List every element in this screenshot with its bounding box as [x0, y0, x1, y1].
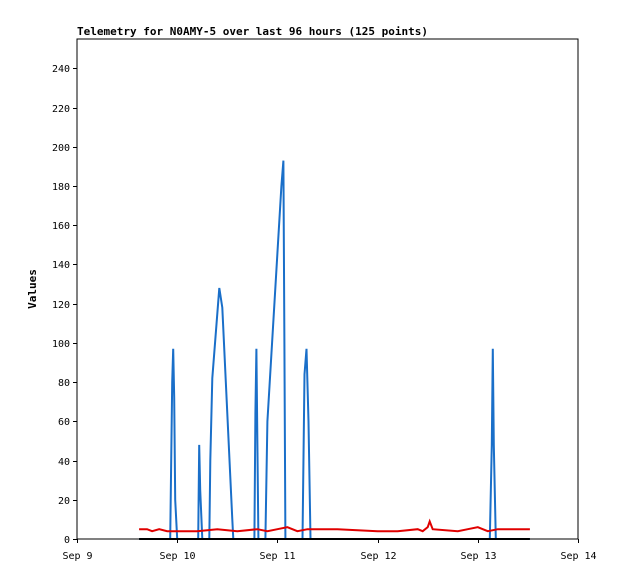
y-tick-label-8: 160 — [52, 221, 70, 232]
x-tick-label-0: Sep 9 — [62, 551, 92, 562]
y-tick-label-6: 120 — [52, 300, 70, 311]
y-axis-label: Values — [26, 269, 39, 309]
chart-title: Telemetry for N0AMY-5 over last 96 hours… — [77, 25, 428, 38]
plot-frame — [76, 38, 579, 540]
y-tick-label-11: 220 — [52, 104, 70, 115]
series-line-0 — [139, 160, 530, 540]
x-tick-label-2: Sep 11 — [259, 551, 295, 562]
series-line-1 — [139, 518, 530, 533]
x-tick-label-5: Sep 14 — [560, 551, 596, 562]
y-tick-label-9: 180 — [52, 182, 70, 193]
plot-area: 0 20 40 60 80 100 120 140 160 180 200 220 240 Sep 9 Se… — [52, 38, 597, 562]
x-tick-label-4: Sep 13 — [460, 551, 496, 562]
x-tick-label-3: Sep 12 — [360, 551, 396, 562]
y-tick-label-3: 60 — [58, 417, 70, 428]
y-tick-label-12: 240 — [52, 64, 70, 75]
y-tick-label-7: 140 — [52, 260, 70, 271]
y-tick-label-1: 20 — [58, 496, 70, 507]
y-tick-label-0: 0 — [64, 535, 70, 546]
y-tick-label-4: 80 — [58, 378, 70, 389]
y-tick-label-5: 100 — [52, 339, 70, 350]
x-tick-label-1: Sep 10 — [159, 551, 195, 562]
y-tick-label-2: 40 — [58, 457, 70, 468]
y-tick-label-10: 200 — [52, 143, 70, 154]
